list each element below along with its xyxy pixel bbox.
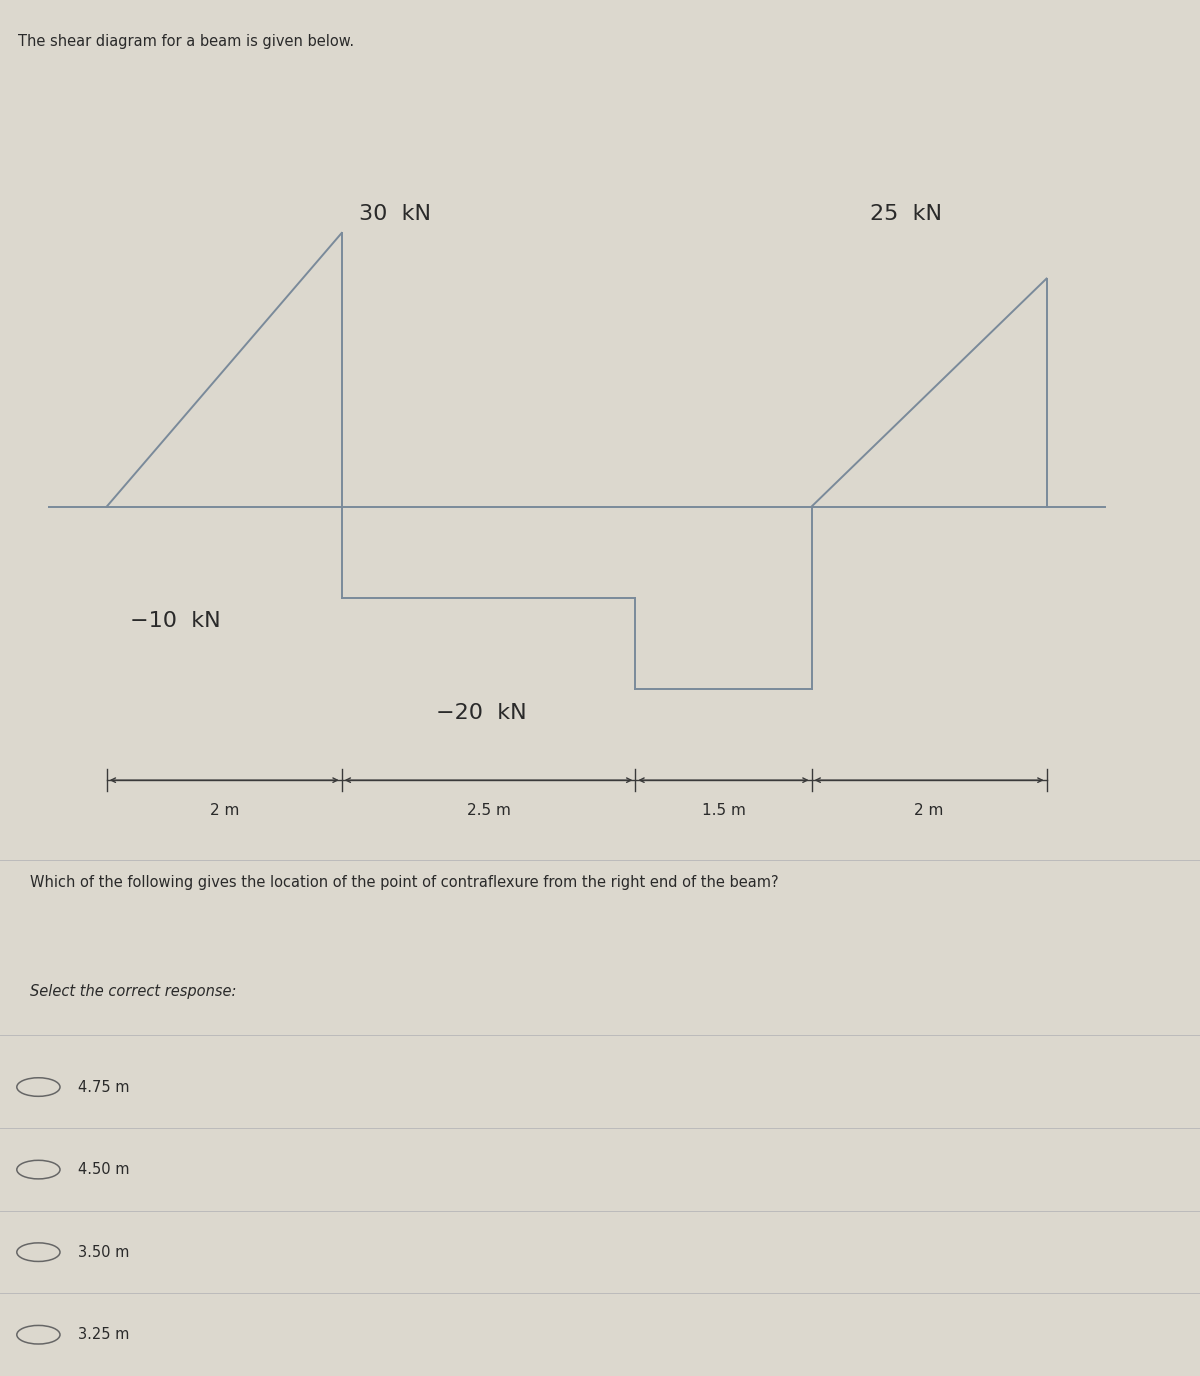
Text: 1.5 m: 1.5 m [702,804,745,817]
Text: Select the correct response:: Select the correct response: [30,984,236,999]
Text: Which of the following gives the location of the point of contraflexure from the: Which of the following gives the locatio… [30,875,779,890]
Text: 2 m: 2 m [914,804,943,817]
Text: 2 m: 2 m [210,804,239,817]
Text: 4.75 m: 4.75 m [78,1080,130,1094]
Text: −20  kN: −20 kN [436,703,527,722]
Text: 30  kN: 30 kN [359,204,431,224]
Text: 3.25 m: 3.25 m [78,1328,130,1342]
Text: −10  kN: −10 kN [131,611,221,632]
Text: 3.50 m: 3.50 m [78,1245,130,1259]
Text: 2.5 m: 2.5 m [467,804,510,817]
Text: 4.50 m: 4.50 m [78,1163,130,1176]
Text: 25  kN: 25 kN [870,204,942,224]
Text: The shear diagram for a beam is given below.: The shear diagram for a beam is given be… [18,34,354,50]
